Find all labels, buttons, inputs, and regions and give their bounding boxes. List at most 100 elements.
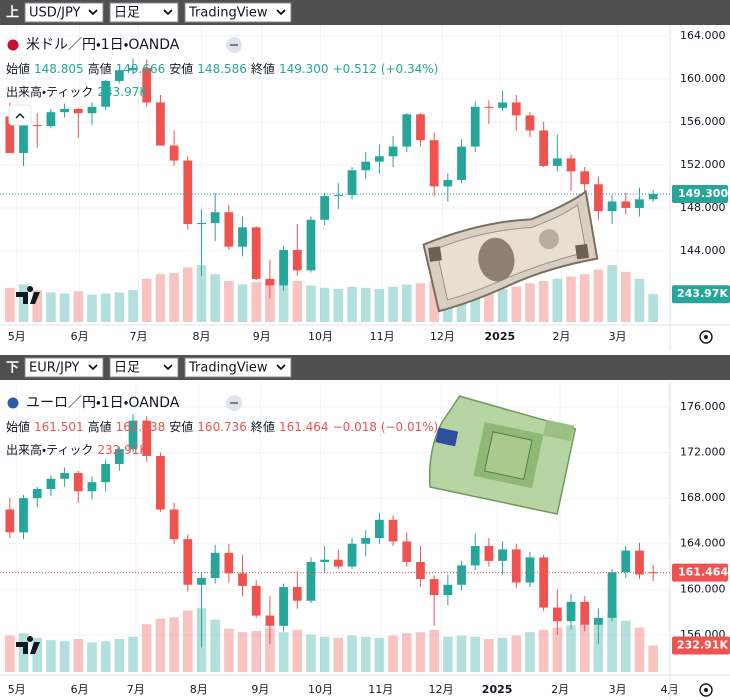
dropdown-text[interactable]: 日足 [114, 6, 140, 21]
dropdown[interactable]: USD/JPY [24, 2, 104, 23]
volume-bar [46, 640, 56, 672]
dropdown-box[interactable] [184, 2, 292, 23]
volume-bar [415, 283, 426, 322]
candle-body [197, 577, 206, 585]
volume-bar [538, 629, 549, 672]
candle-body [457, 565, 466, 585]
dropdown-chevron[interactable] [88, 364, 98, 371]
candle-body [279, 587, 288, 626]
settings-icon-core[interactable] [704, 335, 708, 339]
dropdown[interactable]: 日足 [109, 2, 179, 23]
legend-high-label: 高値 [88, 419, 112, 434]
dropdown-box[interactable] [109, 357, 179, 378]
volume-bar [360, 287, 371, 322]
volume-bar [278, 632, 289, 672]
legend-open: 161.501 [34, 420, 84, 434]
legend-high: 149.666 [116, 62, 166, 76]
candle-body [320, 196, 330, 220]
dropdown-text[interactable]: TradingView [188, 6, 268, 21]
candle-body [32, 125, 42, 127]
candle-body [5, 116, 15, 154]
candle-body [19, 125, 28, 154]
dropdown-box[interactable] [24, 357, 104, 378]
volume-bar [155, 618, 166, 672]
dropdown-chevron[interactable] [276, 364, 286, 371]
dropdown[interactable]: 日足 [109, 357, 179, 378]
volume-bar [114, 292, 125, 322]
dropdown-text[interactable]: 日足 [114, 361, 140, 376]
dropdown[interactable]: TradingView [184, 2, 292, 23]
dropdown[interactable]: TradingView [184, 357, 292, 378]
y-tick-label: 172.000 [680, 446, 726, 459]
collapse-button[interactable] [8, 104, 32, 126]
candle-body [265, 278, 275, 286]
candle-body [443, 584, 453, 596]
volume-bar [552, 278, 563, 322]
dropdown-box[interactable] [24, 2, 104, 23]
candle-body [388, 519, 398, 542]
candle-body [224, 552, 234, 574]
volume-bar [237, 632, 248, 672]
legend-open-label: 始値 [6, 61, 30, 76]
candle-body [621, 201, 631, 208]
candle-body [539, 130, 549, 166]
volume-bar [59, 293, 70, 322]
legend-low: 148.586 [197, 62, 247, 76]
volume-bar [484, 290, 494, 322]
dropdown-chevron[interactable] [276, 9, 286, 16]
last-volume-box [672, 636, 730, 655]
candle-body [361, 161, 371, 171]
euro-bill [428, 395, 577, 515]
last-volume-box [672, 285, 730, 304]
x-tick-label: 2025 [482, 683, 513, 696]
candle-body [128, 68, 138, 71]
dropdown[interactable]: EUR/JPY [24, 357, 104, 378]
settings-icon-core[interactable] [704, 688, 708, 692]
y-tick-label: 176.000 [680, 400, 726, 413]
y-tick-label: 152.000 [680, 158, 726, 171]
dropdown-chevron[interactable] [88, 9, 98, 16]
dropdown-text[interactable]: USD/JPY [29, 6, 81, 21]
candle-body [635, 199, 644, 208]
settings-icon[interactable] [699, 683, 713, 697]
settings-icon[interactable] [699, 330, 713, 344]
volume-bar [333, 637, 344, 672]
volume-bar [511, 635, 522, 672]
volume-bar [196, 265, 207, 322]
legend-low-label: 安値 [169, 419, 193, 434]
candle-body [73, 108, 83, 114]
volume-bar [484, 638, 494, 672]
candle-body [580, 601, 590, 625]
candle-body [60, 473, 69, 479]
legend-close-label: 終値 [251, 419, 275, 434]
volume-value: 232.91K [97, 443, 148, 457]
x-tick-label: 3月 [609, 330, 627, 343]
toolbar: 下 EUR/JPY 日足 TradingView [0, 355, 730, 380]
x-tick-label: 8月 [190, 683, 208, 696]
candle-body [552, 158, 562, 166]
candle-body [347, 170, 357, 196]
legend-change: +0.512 (+0.34%) [333, 62, 439, 76]
volume-bar [429, 281, 439, 322]
candle-body [265, 615, 275, 626]
candle-body [607, 572, 617, 618]
dropdown-box[interactable] [109, 2, 179, 23]
dropdown-text[interactable]: EUR/JPY [29, 361, 80, 376]
candle-body [251, 227, 261, 279]
y-tick-label: 160.000 [680, 72, 726, 85]
volume-bar [552, 627, 563, 672]
volume-bar [237, 284, 248, 322]
candle-body [648, 193, 658, 200]
candle-body [443, 179, 453, 187]
collapse-chevron[interactable] [15, 113, 25, 119]
dropdown-box[interactable] [184, 357, 292, 378]
volume-bar [538, 281, 549, 322]
dropdown-chevron[interactable] [163, 9, 173, 16]
volume-bar [401, 284, 412, 322]
legend-high-label: 高値 [88, 61, 112, 76]
pane-label: 上 [6, 6, 19, 21]
dropdown-chevron[interactable] [163, 364, 173, 371]
candle-body [566, 601, 576, 622]
dropdown-text[interactable]: TradingView [188, 361, 268, 376]
